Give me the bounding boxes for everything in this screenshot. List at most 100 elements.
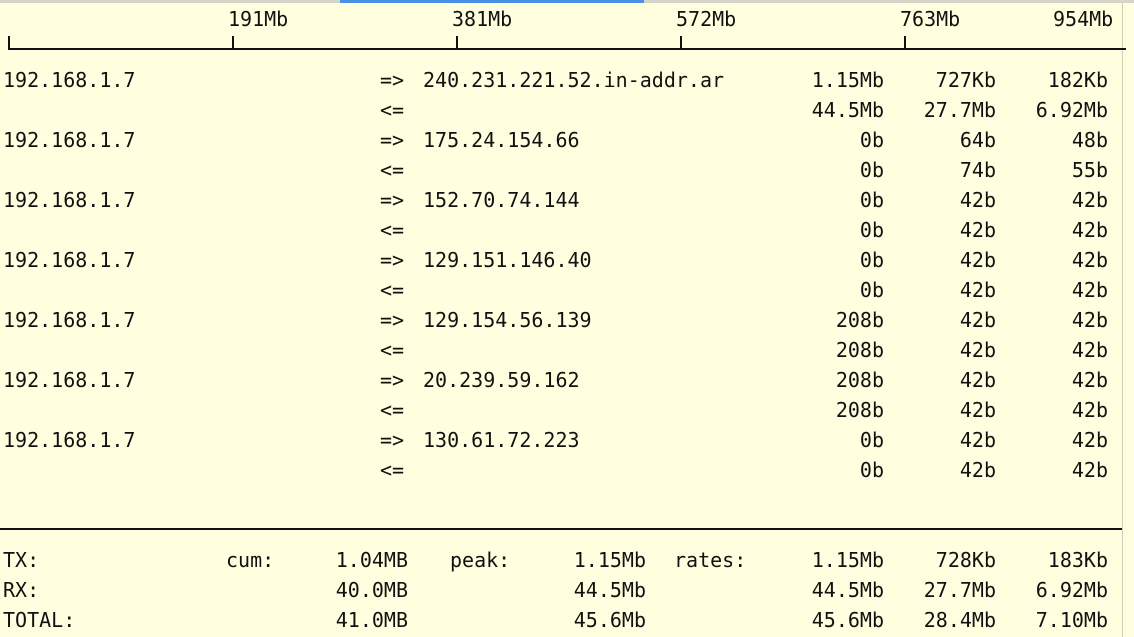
dest-host: 129.154.56.139 [423, 308, 592, 332]
connection-row-tx[interactable]: 192.168.1.7 => 129.151.146.40 0b 42b 42b [0, 245, 1134, 275]
scale-label: 191Mb [228, 7, 289, 31]
source-host: 192.168.1.7 [3, 128, 136, 152]
rate-2s: 0b [859, 428, 884, 452]
connection-row-tx[interactable]: 192.168.1.7 => 129.154.56.139 208b 42b 42b [0, 305, 1134, 335]
cum-value: 40.0MB [335, 578, 408, 602]
direction-arrow: <= [380, 398, 405, 422]
rate-2s: 0b [859, 458, 884, 482]
rate-40s: 42b [1071, 278, 1108, 302]
rate-40s: 42b [1071, 338, 1108, 362]
dest-host: 130.61.72.223 [423, 428, 580, 452]
connection-row-tx[interactable]: 192.168.1.7 => 130.61.72.223 0b 42b 42b [0, 425, 1134, 455]
rate-40s: 42b [1071, 368, 1108, 392]
rate-10s: 727Kb [935, 68, 996, 92]
connection-row-rx[interactable]: <= 208b 42b 42b [0, 395, 1134, 425]
rate-40s: 7.10Mb [1035, 608, 1108, 632]
dest-host: 129.151.146.40 [423, 248, 592, 272]
totals-row: RX: 40.0MB 44.5Mb 44.5Mb 27.7Mb 6.92Mb [0, 575, 1134, 605]
rate-2s: 1.15Mb [811, 548, 884, 572]
rate-40s: 55b [1071, 158, 1108, 182]
rate-2s: 44.5Mb [811, 98, 884, 122]
rate-2s: 0b [859, 278, 884, 302]
scale-tick [904, 36, 906, 50]
rate-40s: 42b [1071, 308, 1108, 332]
rate-2s: 0b [859, 158, 884, 182]
direction-arrow: => [380, 428, 405, 452]
rate-10s: 42b [959, 218, 996, 242]
rate-40s: 42b [1071, 398, 1108, 422]
connection-row-tx[interactable]: 192.168.1.7 => 20.239.59.162 208b 42b 42b [0, 365, 1134, 395]
cum-value: 1.04MB [335, 548, 408, 572]
rate-2s: 0b [859, 188, 884, 212]
rate-10s: 74b [959, 158, 996, 182]
scale-label: 954Mb [1053, 7, 1114, 31]
connection-row-tx[interactable]: 192.168.1.7 => 240.231.221.52.in-addr.ar 1.… [0, 65, 1134, 95]
source-host: 192.168.1.7 [3, 368, 136, 392]
source-host: 192.168.1.7 [3, 428, 136, 452]
connection-row-rx[interactable]: <= 0b 42b 42b [0, 455, 1134, 485]
peak-value: 44.5Mb [573, 578, 646, 602]
rate-2s: 45.6Mb [811, 608, 884, 632]
scale-tick [680, 36, 682, 50]
rate-10s: 42b [959, 248, 996, 272]
rate-2s: 0b [859, 128, 884, 152]
source-host: 192.168.1.7 [3, 188, 136, 212]
direction-arrow: <= [380, 218, 405, 242]
rate-40s: 42b [1071, 218, 1108, 242]
direction-arrow: => [380, 308, 405, 332]
rate-2s: 0b [859, 248, 884, 272]
connection-row-rx[interactable]: <= 0b 42b 42b [0, 275, 1134, 305]
totals-row: TX: cum: peak: rates: 1.04MB 1.15Mb 1.15Mb 728K… [0, 545, 1134, 575]
scale-tick [232, 36, 234, 50]
rate-40s: 42b [1071, 458, 1108, 482]
rate-2s: 208b [835, 368, 884, 392]
rate-40s: 182Kb [1047, 68, 1108, 92]
direction-arrow: => [380, 188, 405, 212]
totals-row: TOTAL: 41.0MB 45.6Mb 45.6Mb 28.4Mb 7.10Mb [0, 605, 1134, 635]
window-top-bar [0, 0, 1134, 3]
active-tab-indicator[interactable] [340, 0, 644, 3]
rate-10s: 27.7Mb [923, 578, 996, 602]
rate-2s: 44.5Mb [811, 578, 884, 602]
rate-40s: 42b [1071, 248, 1108, 272]
rate-40s: 42b [1071, 188, 1108, 212]
dest-host: 175.24.154.66 [423, 128, 580, 152]
totals-label: RX: [3, 578, 40, 602]
totals-separator [0, 528, 1122, 530]
rates-label: rates: [674, 548, 747, 572]
scale-label: 763Mb [900, 7, 961, 31]
direction-arrow: <= [380, 278, 405, 302]
scale-label: 572Mb [676, 7, 737, 31]
rate-10s: 42b [959, 338, 996, 362]
connection-row-tx[interactable]: 192.168.1.7 => 175.24.154.66 0b 64b 48b [0, 125, 1134, 155]
rate-10s: 27.7Mb [923, 98, 996, 122]
direction-arrow: <= [380, 158, 405, 182]
rate-2s: 208b [835, 338, 884, 362]
peak-label: peak: [450, 548, 511, 572]
rate-10s: 42b [959, 188, 996, 212]
rate-2s: 0b [859, 218, 884, 242]
rate-10s: 42b [959, 278, 996, 302]
direction-arrow: => [380, 248, 405, 272]
rate-2s: 208b [835, 398, 884, 422]
connection-row-rx[interactable]: <= 0b 74b 55b [0, 155, 1134, 185]
connection-row-rx[interactable]: <= 208b 42b 42b [0, 335, 1134, 365]
scale-tick [8, 36, 10, 50]
rate-10s: 42b [959, 308, 996, 332]
source-host: 192.168.1.7 [3, 68, 136, 92]
rate-40s: 48b [1071, 128, 1108, 152]
dest-host: 20.239.59.162 [423, 368, 580, 392]
scale-axis-line [8, 48, 1126, 50]
rate-10s: 42b [959, 398, 996, 422]
dest-host: 240.231.221.52.in-addr.ar [423, 68, 725, 92]
scale-label: 381Mb [452, 7, 513, 31]
rate-40s: 6.92Mb [1035, 98, 1108, 122]
connection-row-rx[interactable]: <= 44.5Mb 27.7Mb 6.92Mb [0, 95, 1134, 125]
rate-2s: 1.15Mb [811, 68, 884, 92]
peak-value: 45.6Mb [573, 608, 646, 632]
connection-row-tx[interactable]: 192.168.1.7 => 152.70.74.144 0b 42b 42b [0, 185, 1134, 215]
cum-label: cum: [226, 548, 275, 572]
direction-arrow: <= [380, 458, 405, 482]
connection-row-rx[interactable]: <= 0b 42b 42b [0, 215, 1134, 245]
peak-value: 1.15Mb [573, 548, 646, 572]
